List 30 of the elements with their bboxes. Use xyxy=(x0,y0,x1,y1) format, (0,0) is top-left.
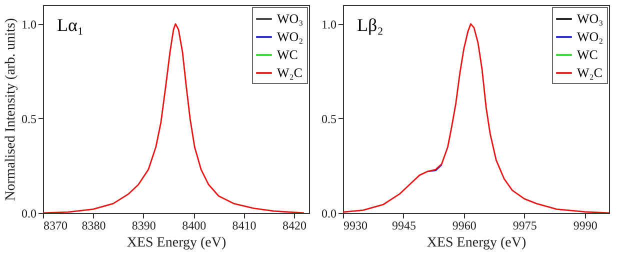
annotation: Lβ₂ xyxy=(357,15,384,35)
y-tick-label: 1.0 xyxy=(22,17,36,32)
y-axis-title: Normalised Intensity (arb. units) xyxy=(4,18,18,201)
y-tick-label: 1.0 xyxy=(322,17,336,32)
legend-label: WO₂ xyxy=(577,29,604,44)
x-tick-label: 8390 xyxy=(132,218,156,232)
annotation: Lα₁ xyxy=(57,15,84,35)
y-tick-label: 0.0 xyxy=(22,206,36,220)
x-tick-label: 9945 xyxy=(392,218,416,232)
legend-label: WC xyxy=(277,47,298,62)
x-tick-label: 8380 xyxy=(82,218,106,232)
legend-label: WO₂ xyxy=(277,29,304,44)
y-tick-label: 0.5 xyxy=(322,112,336,126)
legend-label: WC xyxy=(577,47,598,62)
legend-label: W₂C xyxy=(277,65,302,80)
x-axis-title: XES Energy (eV) xyxy=(426,236,526,250)
x-axis-title: XES Energy (eV) xyxy=(126,236,226,250)
y-tick-label: 0.0 xyxy=(322,206,336,220)
x-tick-label: 9960 xyxy=(452,218,476,232)
legend-label: WO₃ xyxy=(577,11,604,26)
x-tick-label: 9975 xyxy=(512,218,537,232)
x-tick-label: 9990 xyxy=(573,218,598,232)
x-tick-label: 8410 xyxy=(232,218,256,232)
y-tick-label: 0.5 xyxy=(22,112,36,126)
x-tick-label: 8400 xyxy=(182,218,206,232)
x-tick-label: 9930 xyxy=(344,218,368,232)
legend-label: W₂C xyxy=(577,65,602,80)
legend-label: WO₃ xyxy=(277,11,304,26)
x-tick-label: 8370 xyxy=(44,218,68,232)
x-tick-label: 8420 xyxy=(282,218,306,232)
